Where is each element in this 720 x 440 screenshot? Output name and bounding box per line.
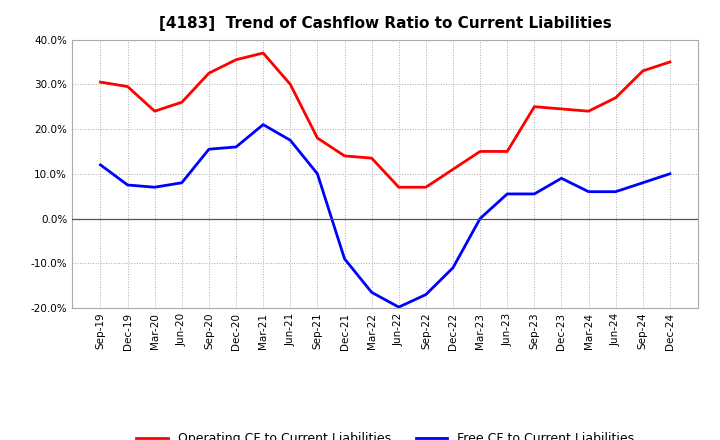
Operating CF to Current Liabilities [395,185,403,190]
Operating CF to Current Liabilities [503,149,511,154]
Free CF to Current Liabilities [286,138,294,143]
Operating CF to Current Liabilities [178,99,186,105]
Operating CF to Current Liabilities [150,109,159,114]
Free CF to Current Liabilities [421,292,430,297]
Free CF to Current Liabilities [611,189,620,194]
Free CF to Current Liabilities [232,144,240,150]
Free CF to Current Liabilities [584,189,593,194]
Line: Operating CF to Current Liabilities: Operating CF to Current Liabilities [101,53,670,187]
Operating CF to Current Liabilities [476,149,485,154]
Operating CF to Current Liabilities [611,95,620,100]
Free CF to Current Liabilities [204,147,213,152]
Operating CF to Current Liabilities [530,104,539,109]
Operating CF to Current Liabilities [232,57,240,62]
Free CF to Current Liabilities [259,122,268,127]
Free CF to Current Liabilities [313,171,322,176]
Operating CF to Current Liabilities [449,167,457,172]
Free CF to Current Liabilities [395,304,403,310]
Operating CF to Current Liabilities [286,82,294,87]
Operating CF to Current Liabilities [665,59,674,65]
Free CF to Current Liabilities [530,191,539,197]
Free CF to Current Liabilities [178,180,186,185]
Operating CF to Current Liabilities [421,185,430,190]
Title: [4183]  Trend of Cashflow Ratio to Current Liabilities: [4183] Trend of Cashflow Ratio to Curren… [159,16,611,32]
Operating CF to Current Liabilities [204,70,213,76]
Operating CF to Current Liabilities [123,84,132,89]
Operating CF to Current Liabilities [367,155,376,161]
Free CF to Current Liabilities [639,180,647,185]
Line: Free CF to Current Liabilities: Free CF to Current Liabilities [101,125,670,307]
Free CF to Current Liabilities [476,216,485,221]
Free CF to Current Liabilities [150,185,159,190]
Operating CF to Current Liabilities [639,68,647,73]
Free CF to Current Liabilities [341,256,349,261]
Free CF to Current Liabilities [449,265,457,270]
Operating CF to Current Liabilities [313,136,322,141]
Free CF to Current Liabilities [665,171,674,176]
Operating CF to Current Liabilities [341,153,349,158]
Legend: Operating CF to Current Liabilities, Free CF to Current Liabilities: Operating CF to Current Liabilities, Fre… [131,427,639,440]
Operating CF to Current Liabilities [584,109,593,114]
Free CF to Current Liabilities [557,176,566,181]
Free CF to Current Liabilities [96,162,105,168]
Free CF to Current Liabilities [503,191,511,197]
Operating CF to Current Liabilities [259,50,268,55]
Operating CF to Current Liabilities [96,80,105,85]
Free CF to Current Liabilities [367,290,376,295]
Free CF to Current Liabilities [123,182,132,187]
Operating CF to Current Liabilities [557,106,566,112]
